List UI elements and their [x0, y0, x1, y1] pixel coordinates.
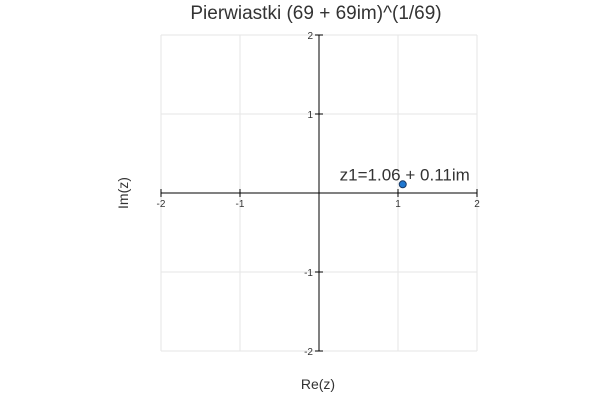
- x-tick-label: 2: [474, 199, 480, 210]
- annotations: z1=1.06 + 0.11im: [340, 165, 470, 184]
- data-point: [398, 180, 407, 189]
- y-tick-label: -2: [304, 347, 313, 358]
- y-axis-label: Im(z): [115, 177, 131, 209]
- x-tick-label: -1: [236, 199, 245, 210]
- x-tick-label: 1: [395, 199, 401, 210]
- x-tick-label: -2: [157, 199, 166, 210]
- y-tick-label: 2: [307, 31, 313, 42]
- data-points: [398, 180, 407, 189]
- chart-title: Pierwiastki (69 + 69im)^(1/69): [190, 3, 441, 24]
- y-tick-label: 1: [307, 110, 313, 121]
- x-axis-label: Re(z): [301, 376, 335, 392]
- y-tick-label: -1: [304, 268, 313, 279]
- axes: [160, 34, 478, 352]
- tick-labels: -2 -1 1 2 -2 -1 1 2: [157, 31, 481, 358]
- point-annotation: z1=1.06 + 0.11im: [340, 165, 470, 184]
